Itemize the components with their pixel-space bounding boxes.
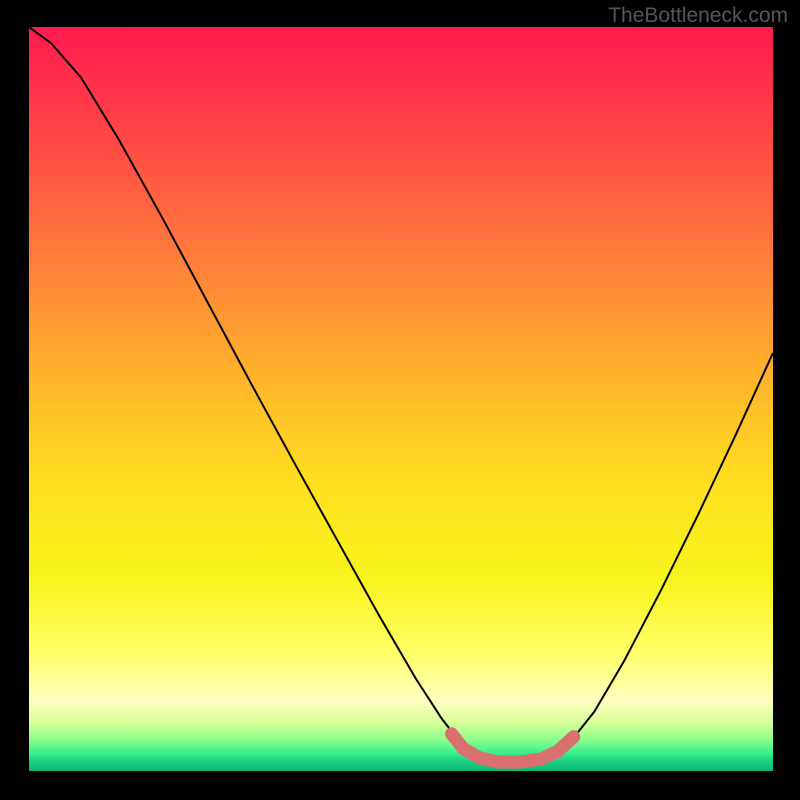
watermark-text: TheBottleneck.com bbox=[608, 4, 788, 28]
plot-area bbox=[29, 27, 773, 771]
bottleneck-chart-svg bbox=[29, 27, 773, 771]
gradient-background bbox=[29, 27, 773, 771]
chart-frame: TheBottleneck.com bbox=[0, 0, 800, 800]
